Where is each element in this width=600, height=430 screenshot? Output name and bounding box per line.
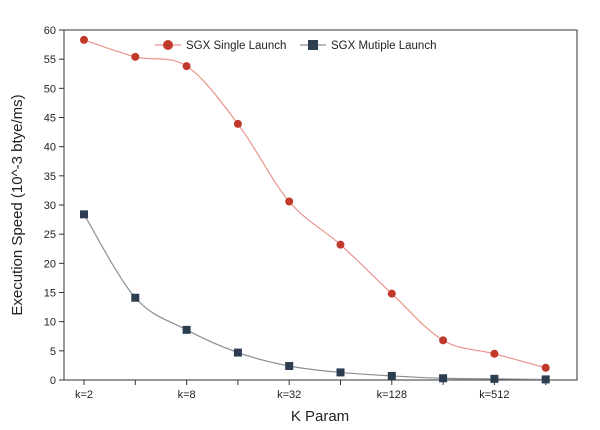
series-line xyxy=(83,214,546,381)
data-point xyxy=(490,374,499,383)
data-point xyxy=(285,197,294,206)
legend-marker xyxy=(163,40,173,50)
data-point xyxy=(541,363,550,372)
data-point xyxy=(439,336,448,345)
y-tick-label: 55 xyxy=(44,54,56,66)
y-tick-label: 40 xyxy=(44,142,56,154)
data-point xyxy=(285,362,294,370)
y-tick-label: 35 xyxy=(44,171,56,183)
data-point xyxy=(336,368,345,377)
data-point xyxy=(233,348,242,357)
x-tick-label: k=8 xyxy=(178,389,196,401)
legend: SGX Single Launch SGX Mutiple Launch xyxy=(155,40,436,52)
data-point xyxy=(131,52,140,61)
data-point xyxy=(336,240,345,249)
data-point xyxy=(439,374,448,383)
series-layer xyxy=(80,35,550,384)
series-2 xyxy=(80,210,550,384)
data-point xyxy=(490,349,499,358)
data-point xyxy=(131,293,140,302)
data-point xyxy=(233,119,242,128)
x-tick-label: k=2 xyxy=(75,389,93,401)
y-axis: 0 5 10 15 20 25 30 35 40 45 50 55 60 xyxy=(44,25,64,387)
y-tick-label: 10 xyxy=(44,317,56,329)
series-1 xyxy=(80,35,550,372)
plot-frame xyxy=(63,29,578,381)
x-axis: k=2 k=8 k=32 k=128 k=512 xyxy=(75,380,547,401)
y-tick-label: 25 xyxy=(44,229,56,241)
y-tick-label: 20 xyxy=(44,258,56,270)
y-tick-label: 30 xyxy=(44,200,56,212)
data-point xyxy=(80,35,88,44)
y-tick-label: 60 xyxy=(44,25,56,37)
y-tick-label: 15 xyxy=(44,288,56,300)
legend-label: SGX Single Launch xyxy=(186,40,286,52)
data-point xyxy=(387,371,396,380)
series-line xyxy=(83,39,546,369)
data-point xyxy=(182,325,191,334)
data-point xyxy=(80,210,88,219)
legend-label: SGX Mutiple Launch xyxy=(331,40,436,52)
data-point xyxy=(387,289,396,298)
data-point xyxy=(182,62,191,71)
y-tick-label: 5 xyxy=(50,346,56,358)
legend-item-2: SGX Mutiple Launch xyxy=(300,40,436,52)
y-tick-label: 50 xyxy=(44,83,56,95)
x-tick-label: k=128 xyxy=(377,389,407,401)
y-tick-label: 0 xyxy=(50,375,56,387)
y-axis-title: Execution Speed (10^-3 btye/ms) xyxy=(9,94,26,315)
x-tick-label: k=32 xyxy=(277,389,301,401)
legend-marker xyxy=(308,40,318,50)
y-tick-label: 45 xyxy=(44,113,56,125)
legend-item-1: SGX Single Launch xyxy=(155,40,286,52)
x-axis-title: K Param xyxy=(291,408,349,425)
data-point xyxy=(541,375,550,384)
x-tick-label: k=512 xyxy=(479,389,509,401)
